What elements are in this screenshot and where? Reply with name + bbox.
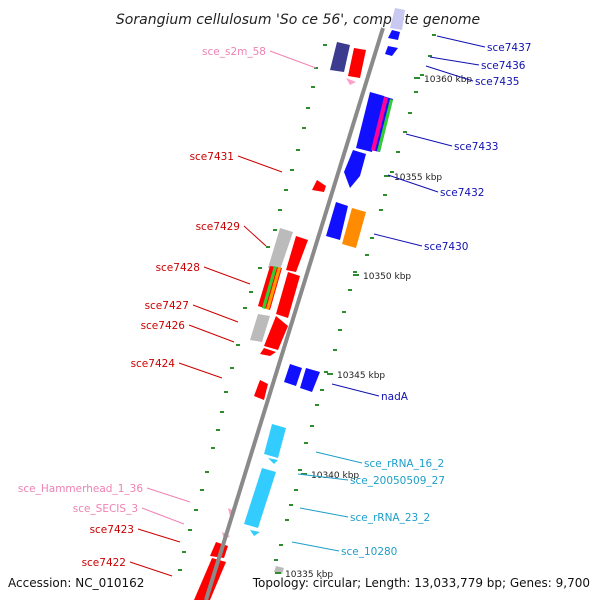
gene-label-sce7429: sce7429 [196,221,240,233]
gene-features [194,8,405,600]
gene-blue-7430 [326,202,348,240]
gene-multi-band-1 [371,97,388,151]
gene-label-sce7426: sce7426 [141,320,186,332]
gene-red-7428 [276,272,300,318]
gene-callouts: sce7437 sce7436 sce7435 sce7433 sce7432 sce74… [18,35,531,577]
gene-cyan-10280 [250,530,260,536]
gene-gray-7427 [250,314,270,342]
callout-line-right-1 [429,56,480,66]
gene-label-sce7431: sce7431 [190,151,234,163]
gene-label-sce7437: sce7437 [487,42,531,54]
callout-line-left-2 [243,225,267,247]
kbp-marker-label-3: 10345 kbp [337,371,385,381]
kbp-markers: 10360 kbp 10355 kbp 10350 kbp 10345 kbp 1034… [275,75,472,580]
gene-lavender [390,8,405,30]
gene-label-sce_SECIS_3: sce_SECIS_3 [73,503,138,515]
gene-red-7431 [312,180,326,192]
gene-label-sce7433: sce7433 [454,141,498,153]
gene-label-sce7430: sce7430 [424,241,468,253]
gene-label-sce7428: sce7428 [156,262,200,274]
kbp-marker-label-4: 10340 kbp [311,471,359,481]
topology-text: Topology: circular; Length: 13,033,779 b… [252,576,590,590]
kbp-marker-label-2: 10350 kbp [363,272,411,282]
map-title: Sorangium cellulosum 'So ce 56', complet… [116,12,480,28]
kbp-marker-label-1: 10355 kbp [394,173,442,183]
gene-orange-7430 [342,208,366,248]
gene-label-sce7422: sce7422 [82,557,126,569]
gene-label-sce_10280: sce_10280 [341,546,397,558]
gene-pink-top [346,78,356,85]
callout-line-right-3 [405,133,453,147]
gene-navy [330,42,350,72]
kbp-marker-label-5: 10335 kbp [285,570,333,580]
gene-label-sce7427: sce7427 [145,300,189,312]
callout-line-right-10 [291,541,340,552]
gene-label-sce7432: sce7432 [440,187,484,199]
callout-line-right-4 [387,174,439,193]
callout-line-left-4 [192,304,239,323]
gene-label-sce_rRNA_23_2: sce_rRNA_23_2 [350,512,430,524]
callout-line-left-10 [129,561,173,577]
gene-label-sce_20050509_27: sce_20050509_27 [350,475,445,487]
accession-text: Accession: NC_010162 [8,576,144,590]
gene-blue-7433 [356,92,384,152]
callout-line-right-5 [373,233,423,247]
callout-line-left-6 [178,362,223,379]
callout-line-right-2 [425,65,474,82]
gene-label-nadA: nadA [381,391,409,403]
gene-label-sce_s2m_58: sce_s2m_58 [202,46,266,58]
gene-red-7429 [286,236,308,272]
callout-line-right-9 [299,507,349,518]
gene-label-sce7435: sce7435 [475,76,519,88]
gene-multi-band-3 [262,266,277,309]
gene-label-sce_rRNA_16_2: sce_rRNA_16_2 [364,458,444,470]
callout-line-left-5 [188,324,235,343]
gene-red-7424 [254,380,268,400]
gene-label-sce7424: sce7424 [131,358,176,370]
genome-backbone [204,27,385,600]
kbp-marker-label-0: 10360 kbp [424,75,472,85]
gene-red-small [260,348,276,356]
gene-blue-7432 [344,150,366,188]
callout-line-left-1 [237,155,283,173]
callout-line-left-3 [203,266,251,285]
gene-blue-nadA-a [284,364,302,386]
tick-marks [178,34,436,571]
callout-line-right-0 [436,35,486,48]
gene-red-7426 [264,316,288,350]
gene-cyan-rrna23 [244,468,276,528]
gene-gray-7429 [268,228,293,270]
gene-cyan-rrna16 [264,424,286,458]
callout-line-right-6 [331,383,380,397]
gene-label-sce_Hammerhead_1_36: sce_Hammerhead_1_36 [18,483,143,495]
gene-label-sce7423: sce7423 [90,524,134,536]
gene-blue-nadA-b [300,368,320,392]
callout-line-right-8 [297,473,349,481]
callout-line-left-9 [137,528,181,543]
gene-label-sce7436: sce7436 [481,60,526,72]
gene-red-7422 [194,558,226,600]
gene-red-top [348,48,366,78]
gene-blue-a [388,30,400,40]
callout-line-left-7 [146,487,191,503]
callout-line-left-0 [269,50,317,69]
gene-multi-band-2 [377,99,393,152]
gene-cyan-small [268,458,278,464]
gene-multi-band-4 [266,267,281,310]
gene-blue-b [385,46,398,56]
callout-line-left-8 [141,507,185,525]
callout-line-right-7 [315,451,363,464]
